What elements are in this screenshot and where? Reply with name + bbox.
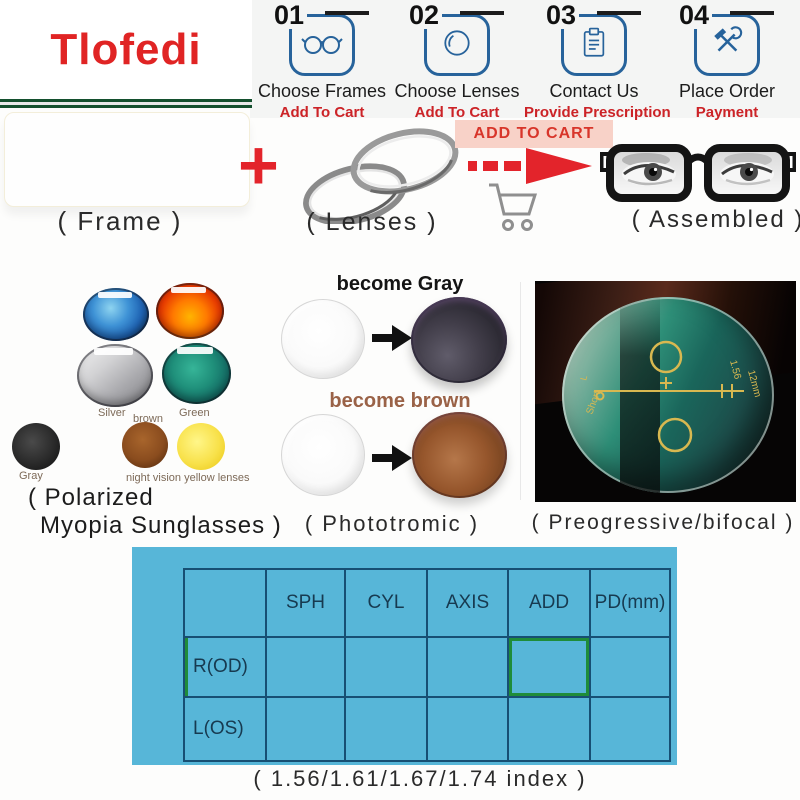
table-row-right-eye: R(OD) xyxy=(183,636,671,698)
arrow-right-icon xyxy=(372,445,412,476)
add-to-cart-banner: ADD TO CART xyxy=(455,120,613,148)
polarized-lens-orange xyxy=(156,283,224,339)
polarized-lens-yellow xyxy=(177,423,225,470)
green-label: Green xyxy=(179,407,210,419)
polarized-lens-green xyxy=(162,343,231,404)
polarized-lens-gray xyxy=(12,423,60,470)
clipboard-icon xyxy=(577,25,611,66)
photochromic-brown-lens xyxy=(412,412,507,498)
step-number: 03 xyxy=(543,2,580,29)
polarized-caption: ( Polarized Myopia Sunglasses ) xyxy=(28,484,282,539)
brand-logo-text: Tlofedi xyxy=(50,24,202,74)
cell-l-axis xyxy=(426,696,509,762)
lens-icon xyxy=(439,25,475,66)
header-cell-cyl: CYL xyxy=(344,568,428,638)
header-cell-axis: AXIS xyxy=(426,568,509,638)
svg-text:12mm: 12mm xyxy=(745,369,763,399)
step-subtitle: Provide Prescription xyxy=(524,104,671,121)
photochromic-gray-lens xyxy=(411,297,507,383)
step-icon-box xyxy=(289,14,355,76)
step-number-rule xyxy=(597,11,641,15)
step-icon-box xyxy=(424,14,490,76)
row-label-r-od: R(OD) xyxy=(183,636,267,698)
assembled-label: ( Assembled ) xyxy=(631,206,800,233)
step-contact-us: 03 Contact Us Provide Prescription xyxy=(524,2,671,122)
header-cell-empty xyxy=(183,568,267,638)
step-choose-frames: 01 Choose Frames Add To Cart xyxy=(252,2,392,122)
shopping-cart-icon xyxy=(486,178,540,239)
svg-text:Short: Short xyxy=(584,390,603,416)
step-place-order: 04 Place Order Payment xyxy=(657,2,797,121)
header-cell-add: ADD xyxy=(507,568,591,638)
cell-r-axis xyxy=(426,636,509,698)
arrow-right-icon xyxy=(372,325,412,356)
header-cell-sph: SPH xyxy=(265,568,346,638)
svg-text:L: L xyxy=(578,374,589,381)
polarized-lens-brown xyxy=(122,422,168,468)
cell-r-pd xyxy=(589,636,671,698)
header-cell-pd: PD(mm) xyxy=(589,568,671,638)
night-vision-label: night vision yellow lenses xyxy=(126,472,250,484)
step-title: Contact Us xyxy=(549,81,639,101)
brand-divider-rule xyxy=(0,99,252,108)
become-gray-title: become Gray xyxy=(336,273,464,295)
cell-l-add xyxy=(507,696,591,762)
lens-engraving-marks: L Short 1.56 12mm xyxy=(578,340,763,453)
step-number: 04 xyxy=(676,2,713,29)
table-row-left-eye: L(OS) xyxy=(183,696,671,762)
cell-l-pd xyxy=(589,696,671,762)
photochromic-caption: ( Phototromic ) xyxy=(304,511,480,536)
progressive-caption: ( Preogressive/bifocal ) xyxy=(531,511,795,534)
clear-lens-1 xyxy=(281,299,365,379)
lenses-label: ( Lenses ) xyxy=(306,208,438,236)
cell-r-sph xyxy=(265,636,346,698)
cell-l-sph xyxy=(265,696,346,762)
dashed-arrow-right-icon xyxy=(468,146,596,191)
step-subtitle: Add To Cart xyxy=(414,104,500,121)
step-title: Choose Lenses xyxy=(394,81,520,101)
step-subtitle: Payment xyxy=(695,104,759,121)
step-title: Choose Frames xyxy=(257,81,387,101)
frame-label: ( Frame ) xyxy=(57,206,183,236)
step-number-rule xyxy=(325,11,369,15)
frame-photo-placeholder xyxy=(4,112,250,207)
cell-l-cyl xyxy=(344,696,428,762)
brand-card: Tlofedi xyxy=(0,0,252,99)
assembled-glasses-image xyxy=(598,136,798,213)
become-brown-title: become brown xyxy=(329,390,471,412)
step-choose-lenses: 02 Choose Lenses Add To Cart xyxy=(387,2,527,122)
tools-icon xyxy=(710,25,744,65)
table-header-row: SPH CYL AXIS ADD PD(mm) xyxy=(183,568,671,638)
section-divider xyxy=(520,282,521,500)
svg-text:1.56: 1.56 xyxy=(727,359,743,381)
polarized-lens-silver xyxy=(77,344,153,407)
clear-lens-2 xyxy=(281,414,365,496)
cell-r-cyl xyxy=(344,636,428,698)
step-number: 02 xyxy=(406,2,443,29)
polarized-lens-blue xyxy=(83,288,149,341)
index-options-caption: ( 1.56/1.61/1.67/1.74 index ) xyxy=(253,766,587,791)
step-icon-box xyxy=(561,14,627,76)
gray-label: Gray xyxy=(19,470,43,482)
row-label-l-os: L(OS) xyxy=(183,696,267,762)
prescription-table: SPH CYL AXIS ADD PD(mm) R(OD) L(OS) xyxy=(183,568,671,762)
silver-label: Silver xyxy=(98,407,126,419)
plus-icon: + xyxy=(238,126,279,204)
step-number-rule xyxy=(730,11,774,15)
cell-r-add-highlighted xyxy=(507,636,591,698)
step-icon-box xyxy=(694,14,760,76)
step-title: Place Order xyxy=(678,81,776,101)
step-number-rule xyxy=(460,11,504,15)
progressive-lens-photo: L Short 1.56 12mm xyxy=(535,281,796,502)
step-subtitle: Add To Cart xyxy=(279,104,365,121)
step-number: 01 xyxy=(271,2,308,29)
glasses-icon xyxy=(300,26,344,65)
lens-rings-image xyxy=(293,126,465,229)
